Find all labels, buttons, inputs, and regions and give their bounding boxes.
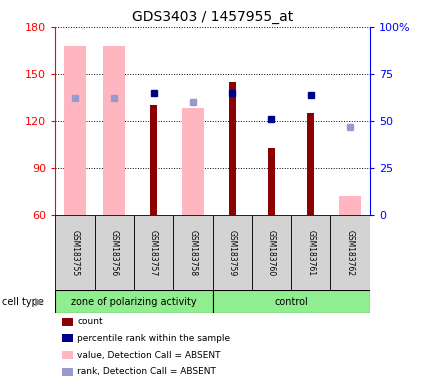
Bar (55, 290, 212, 313)
Bar (150, 105, 157, 215)
Text: GSM183759: GSM183759 (228, 230, 237, 276)
Text: zone of polarizing activity: zone of polarizing activity (71, 297, 197, 307)
Text: GSM183756: GSM183756 (110, 230, 119, 276)
Text: percentile rank within the sample: percentile rank within the sample (77, 334, 230, 343)
Bar (229, 82, 236, 215)
Bar (307, 113, 314, 215)
Bar (252, 215, 291, 290)
Bar (212, 215, 252, 290)
Bar (64, 46, 86, 215)
Bar (55, 215, 94, 290)
Bar (339, 196, 361, 215)
Bar (62, 334, 73, 343)
Text: control: control (274, 297, 308, 307)
Bar (94, 215, 134, 290)
Bar (291, 215, 331, 290)
Text: rank, Detection Call = ABSENT: rank, Detection Call = ABSENT (77, 367, 216, 376)
Bar (212, 290, 370, 313)
Text: GSM183758: GSM183758 (188, 230, 197, 276)
Bar (134, 215, 173, 290)
Text: GSM183761: GSM183761 (306, 230, 315, 276)
Text: value, Detection Call = ABSENT: value, Detection Call = ABSENT (77, 351, 221, 359)
Text: GSM183762: GSM183762 (346, 230, 354, 276)
Bar (62, 368, 73, 376)
Text: GSM183757: GSM183757 (149, 230, 158, 276)
Bar (331, 215, 370, 290)
Bar (62, 318, 73, 326)
Bar (103, 46, 125, 215)
Title: GDS3403 / 1457955_at: GDS3403 / 1457955_at (132, 10, 293, 25)
Bar (173, 215, 212, 290)
Text: count: count (77, 317, 103, 326)
Bar (182, 108, 204, 215)
Text: GSM183755: GSM183755 (71, 230, 79, 276)
Text: ▶: ▶ (35, 297, 44, 307)
Bar (268, 147, 275, 215)
Text: cell type: cell type (2, 297, 44, 307)
Text: GSM183760: GSM183760 (267, 230, 276, 276)
Bar (62, 351, 73, 359)
